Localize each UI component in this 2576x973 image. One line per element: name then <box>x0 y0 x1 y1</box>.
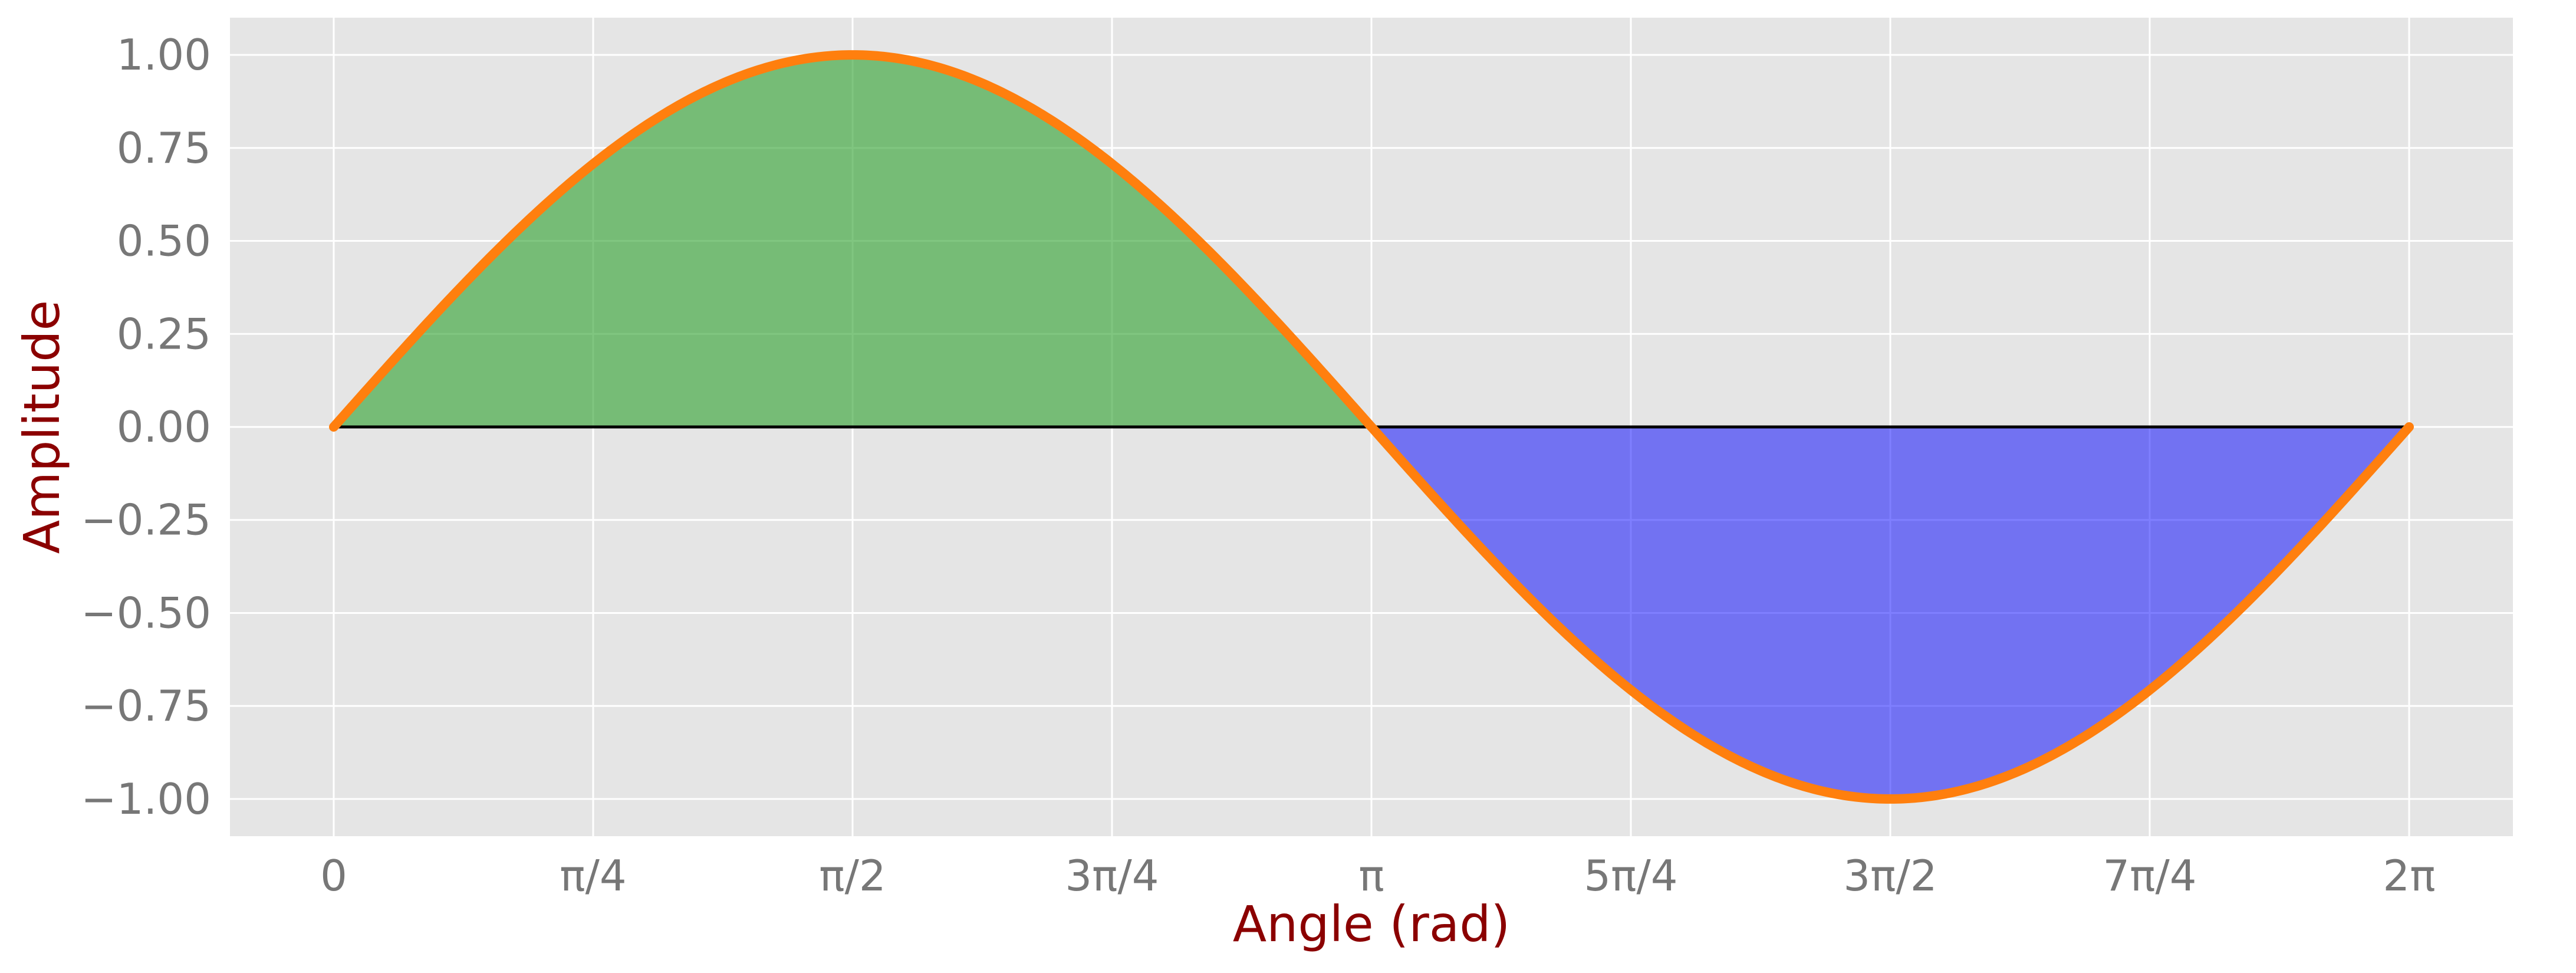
x-tick-label: 0 <box>320 851 347 900</box>
x-tick-label: 3π/2 <box>1843 851 1937 900</box>
x-tick-label: π/2 <box>819 851 886 900</box>
y-tick-label: −0.75 <box>81 681 211 731</box>
sine-series-line <box>329 50 2414 804</box>
positive-area-fill <box>334 55 2409 427</box>
area-fills <box>334 55 2409 799</box>
x-axis-label: Angle (rad) <box>1233 895 1511 953</box>
x-tick-label: 5π/4 <box>1584 851 1677 900</box>
y-tick-label: −1.00 <box>81 774 211 824</box>
x-tick-label: π/4 <box>560 851 626 900</box>
y-tick-label: −0.25 <box>81 495 211 545</box>
series-lines <box>329 50 2414 804</box>
y-tick-label: 0.50 <box>117 216 211 266</box>
y-tick-labels: 1.00 0.75 0.50 0.25 0.00 −0.25 −0.50 −0.75 −1.00 <box>81 30 211 824</box>
x-tick-label: 2π <box>2383 851 2435 900</box>
x-tick-label: π <box>1358 851 1384 900</box>
y-tick-label: −0.50 <box>81 588 211 637</box>
y-tick-label: 0.25 <box>117 309 211 359</box>
y-tick-label: 0.00 <box>117 402 211 452</box>
y-tick-label: 0.75 <box>117 123 211 173</box>
x-tick-label: 7π/4 <box>2103 851 2196 900</box>
y-tick-label: 1.00 <box>117 30 211 80</box>
x-tick-labels: 0 π/4 π/2 3π/4 π 5π/4 3π/2 7π/4 2π <box>320 851 2435 900</box>
x-tick-label: 3π/4 <box>1065 851 1159 900</box>
y-axis-label: Amplitude <box>13 300 71 554</box>
negative-area-fill <box>334 427 2409 799</box>
